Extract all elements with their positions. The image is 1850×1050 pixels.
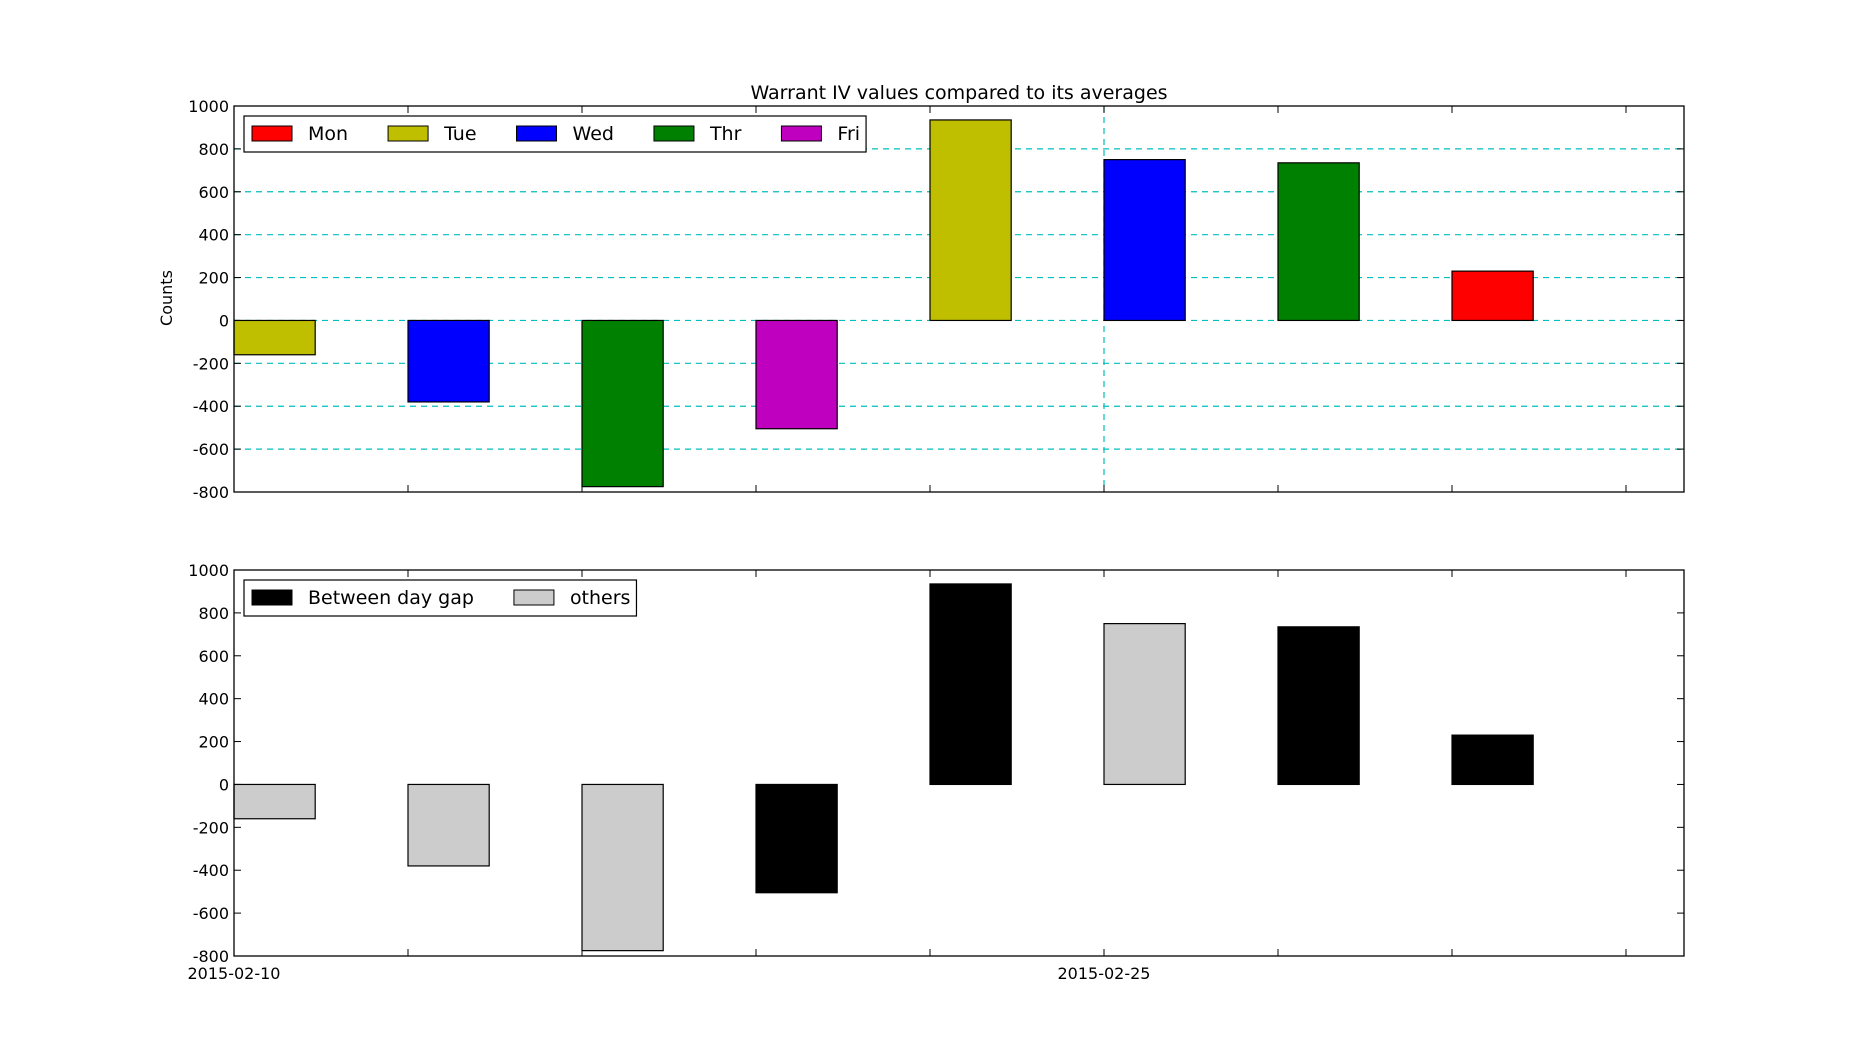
legend-frame xyxy=(243,579,638,617)
y-tick-label: 200 xyxy=(198,733,229,752)
y-tick-label: 800 xyxy=(198,604,229,623)
y-tick-label: -200 xyxy=(193,354,229,373)
legend-label: others xyxy=(570,587,631,609)
bar xyxy=(407,319,490,403)
y-tick-label: 200 xyxy=(198,269,229,288)
y-tick-label: 1000 xyxy=(188,561,229,580)
legend: Between day gap others xyxy=(243,579,638,617)
y-tick-label: 400 xyxy=(198,226,229,245)
bar xyxy=(1277,162,1360,322)
bar xyxy=(233,783,316,820)
bar xyxy=(1103,623,1186,786)
legend-label: Thr xyxy=(709,123,742,145)
x-tick-label: 2015-02-25 xyxy=(1058,964,1151,983)
y-tick-label: -600 xyxy=(193,440,229,459)
legend-swatch xyxy=(251,589,293,606)
bar xyxy=(755,319,838,430)
legend-swatch xyxy=(653,125,695,142)
y-tick-label: -800 xyxy=(193,947,229,966)
chart-title: Warrant IV values compared to its averag… xyxy=(750,82,1167,104)
legend-label: Mon xyxy=(308,123,348,145)
y-tick-label: 1000 xyxy=(188,97,229,116)
plot-frame xyxy=(233,569,1685,957)
bar xyxy=(1451,734,1534,786)
legend-swatch xyxy=(516,125,558,142)
y-tick-label: -400 xyxy=(193,397,229,416)
bottom-chart-panel: -800 -600 -400 -200 0 200 400 600 800 1000 2015-02… xyxy=(188,561,1685,983)
y-tick-label: 0 xyxy=(219,311,229,330)
legend-swatch xyxy=(780,125,822,142)
bar xyxy=(1103,159,1186,322)
legend-swatch xyxy=(251,125,293,142)
legend-label: Between day gap xyxy=(308,587,474,609)
bar xyxy=(581,319,664,488)
legend: Mon Tue Wed Thr Fri xyxy=(243,115,867,153)
legend-label: Tue xyxy=(443,123,476,145)
legend-label: Fri xyxy=(837,123,860,145)
plot-frame xyxy=(233,105,1685,493)
y-tick-label: 800 xyxy=(198,140,229,159)
y-tick-label: -800 xyxy=(193,483,229,502)
legend-swatch xyxy=(387,125,429,142)
bar xyxy=(233,319,316,356)
y-tick-label: 400 xyxy=(198,690,229,709)
legend-label: Wed xyxy=(573,123,614,145)
bar xyxy=(755,783,838,894)
y-tick-label: 0 xyxy=(219,775,229,794)
y-tick-label: -600 xyxy=(193,904,229,923)
y-axis-label: Counts xyxy=(157,270,176,326)
bar xyxy=(1451,270,1534,322)
bar xyxy=(929,583,1012,786)
x-tick-label: 2015-02-10 xyxy=(188,964,281,983)
y-tick-label: -400 xyxy=(193,861,229,880)
legend-swatch xyxy=(513,589,555,606)
bar xyxy=(581,783,664,952)
y-tick-label: 600 xyxy=(198,183,229,202)
bar xyxy=(1277,626,1360,786)
y-tick-label: 600 xyxy=(198,647,229,666)
bar xyxy=(929,119,1012,322)
bar xyxy=(407,783,490,867)
y-tick-label: -200 xyxy=(193,818,229,837)
top-chart-panel: -800 -600 -400 -200 0 200 400 600 800 1000 Warrant… xyxy=(157,82,1685,502)
